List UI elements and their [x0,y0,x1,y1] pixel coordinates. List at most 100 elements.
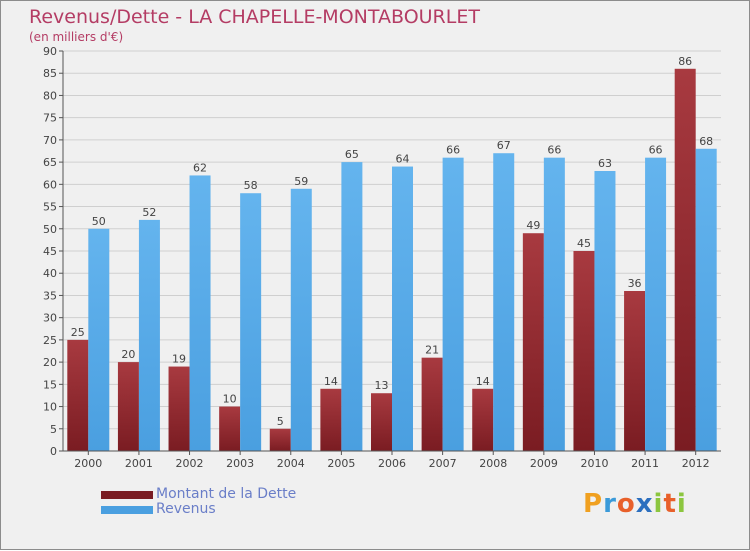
x-tick-label: 2008 [479,457,507,470]
y-tick-label: 10 [43,401,57,414]
data-label-revenue: 50 [92,215,106,228]
data-label-debt: 5 [277,415,284,428]
logo-letter: P [583,489,604,519]
data-label-revenue: 67 [497,139,511,152]
data-label-revenue: 66 [547,144,561,157]
bar-revenue [290,188,312,451]
data-label-debt: 10 [223,393,237,406]
data-label-revenue: 63 [598,157,612,170]
bar-revenue [442,157,464,451]
x-tick-label: 2011 [631,457,659,470]
data-label-revenue: 64 [396,153,410,166]
bar-revenue [341,162,363,451]
bar-revenue [493,153,515,451]
data-label-debt: 25 [71,326,85,339]
bar-debt [522,233,544,451]
data-label-debt: 21 [425,344,439,357]
bar-revenue [240,193,262,451]
bar-revenue [695,148,717,451]
x-tick-label: 2004 [277,457,305,470]
bar-debt [320,388,342,451]
x-tick-label: 2002 [176,457,204,470]
data-label-revenue: 58 [244,179,258,192]
bar-debt [67,339,89,451]
chart-subtitle: (en milliers d'€) [29,30,124,44]
y-tick-label: 35 [43,289,57,302]
y-tick-label: 70 [43,134,57,147]
bar-revenue [645,157,667,451]
legend-swatch-debt [101,491,153,499]
labels: 0 5 10 15 20 25 30 35 40 45 50 55 60 65 70 75 80 85 90 2000… [43,45,713,470]
data-label-debt: 86 [678,55,692,68]
x-tick-label: 2001 [125,457,153,470]
y-tick-label: 80 [43,89,57,102]
data-label-debt: 20 [121,348,135,361]
bar-debt [219,406,241,451]
bar-debt [573,251,595,451]
x-tick-label: 2000 [74,457,102,470]
logo-letter: t [663,489,677,519]
logo-letter: i [653,489,664,519]
data-label-revenue: 66 [446,144,460,157]
data-label-debt: 13 [375,379,389,392]
y-tick-label: 90 [43,45,57,58]
y-tick-label: 55 [43,201,57,214]
bar-debt [269,428,291,451]
y-tick-label: 20 [43,356,57,369]
bar-debt [117,362,139,451]
legend-label-revenue: Revenus [156,501,216,517]
logo-letter: x [635,489,654,519]
y-tick-label: 65 [43,156,57,169]
x-tick-label: 2006 [378,457,406,470]
bar-revenue [138,219,160,451]
y-tick-label: 45 [43,245,57,258]
x-tick-label: 2005 [327,457,355,470]
y-tick-label: 30 [43,312,57,325]
data-label-revenue: 52 [142,206,156,219]
data-label-revenue: 62 [193,161,207,174]
bar-revenue [594,171,616,451]
data-label-debt: 45 [577,237,591,250]
data-label-revenue: 66 [649,144,663,157]
logo-letter: r [603,489,617,519]
axes [59,50,721,455]
data-label-debt: 14 [324,375,338,388]
x-tick-label: 2007 [429,457,457,470]
data-label-revenue: 65 [345,148,359,161]
bar-debt [624,291,646,451]
bar-revenue [543,157,565,451]
legend-swatch-revenue [101,506,153,514]
bar-revenue [88,228,110,451]
bar-revenue [392,166,413,452]
y-tick-label: 5 [50,423,57,436]
bars [67,68,717,452]
y-tick-label: 50 [43,223,57,236]
y-tick-label: 60 [43,178,57,191]
data-label-revenue: 68 [699,135,713,148]
data-label-debt: 49 [526,219,540,232]
bar-debt [421,357,443,451]
data-label-debt: 36 [628,277,642,290]
bar-debt [674,68,696,452]
x-tick-label: 2010 [580,457,608,470]
y-tick-label: 40 [43,267,57,280]
bar-debt [472,388,494,451]
bar-revenue [189,175,211,451]
chart-title: Revenus/Dette - LA CHAPELLE-MONTABOURLET [29,6,480,28]
legend-label-debt: Montant de la Dette [156,486,297,502]
data-label-debt: 19 [172,353,186,366]
bar-debt [168,366,190,451]
y-tick-label: 75 [43,112,57,125]
y-tick-label: 15 [43,378,57,391]
y-tick-label: 85 [43,67,57,80]
data-label-revenue: 59 [294,175,308,188]
logo-letter: o [616,489,636,519]
y-tick-label: 25 [43,334,57,347]
x-tick-label: 2009 [530,457,558,470]
data-label-debt: 14 [476,375,490,388]
x-tick-label: 2012 [682,457,710,470]
bar-debt [371,393,392,451]
y-tick-label: 0 [50,445,57,458]
